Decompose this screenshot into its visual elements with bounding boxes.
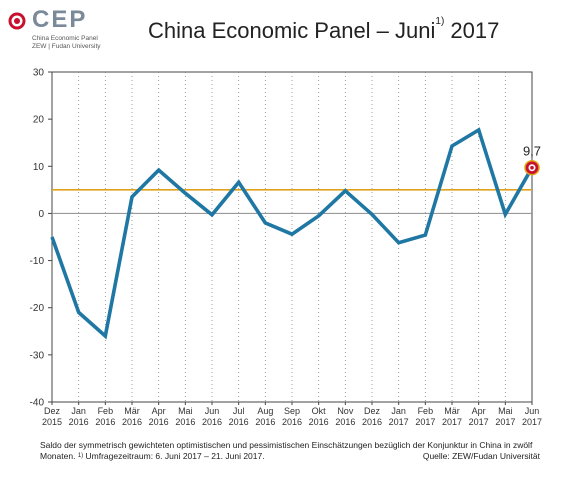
source-note: Quelle: ZEW/Fudan Universität bbox=[422, 451, 540, 461]
x-tick-label-month: Mai bbox=[178, 406, 193, 416]
logo-mark-icon bbox=[8, 12, 26, 30]
footnote-line2-suffix: Umfragezeitraum: 6. Juni 2017 – 21. Juni… bbox=[83, 451, 265, 461]
logo-line1: China Economic Panel bbox=[32, 35, 98, 42]
footnote-sup: 1) bbox=[77, 453, 84, 459]
chart-title-sup: 1) bbox=[435, 16, 445, 27]
x-tick-label-month: Okt bbox=[312, 406, 327, 416]
x-tick-label-month: Dez bbox=[44, 406, 61, 416]
x-tick-label-year: 2016 bbox=[95, 417, 115, 427]
x-tick-label-year: 2015 bbox=[42, 417, 62, 427]
footnote-line2-prefix: Monaten. bbox=[40, 451, 78, 461]
x-tick-label-month: Apr bbox=[152, 406, 166, 416]
last-point-marker-core bbox=[530, 165, 534, 170]
x-tick-label-year: 2016 bbox=[149, 417, 169, 427]
x-tick-label-year: 2016 bbox=[255, 417, 275, 427]
x-tick-label-year: 2016 bbox=[229, 417, 249, 427]
logo-name: CEP bbox=[32, 6, 88, 33]
y-tick-label: -40 bbox=[30, 398, 45, 409]
x-tick-label-year: 2016 bbox=[335, 417, 355, 427]
chart-title: China Economic Panel – Juni1) 2017 bbox=[148, 16, 500, 44]
x-tick-label-year: 2016 bbox=[175, 417, 195, 427]
x-tick-label-month: Mai bbox=[498, 406, 513, 416]
x-tick-label-year: 2016 bbox=[282, 417, 302, 427]
x-tick-label-year: 2017 bbox=[415, 417, 435, 427]
x-tick-label-month: Feb bbox=[418, 406, 434, 416]
x-tick-label-month: Apr bbox=[472, 406, 486, 416]
footnote-line1: Saldo der symmetrisch gewichteten optimi… bbox=[40, 440, 533, 450]
x-tick-label-month: Jun bbox=[205, 406, 220, 416]
x-tick-label-month: Feb bbox=[98, 406, 114, 416]
x-tick-label-month: Jun bbox=[525, 406, 540, 416]
x-tick-label-month: Jan bbox=[391, 406, 406, 416]
x-tick-label-year: 2017 bbox=[442, 417, 462, 427]
x-tick-label-year: 2016 bbox=[362, 417, 382, 427]
x-tick-label-month: Mär bbox=[444, 406, 460, 416]
y-tick-label: -30 bbox=[30, 350, 45, 361]
x-tick-label-year: 2017 bbox=[495, 417, 515, 427]
y-tick-label: 20 bbox=[33, 115, 45, 126]
x-tick-label-year: 2017 bbox=[522, 417, 542, 427]
y-tick-label: 10 bbox=[33, 162, 45, 173]
logo-subtitle: China Economic Panel ZEW | Fudan Univers… bbox=[32, 35, 101, 51]
x-tick-label-month: Dez bbox=[364, 406, 381, 416]
x-tick-label-month: Nov bbox=[337, 406, 354, 416]
x-tick-label-month: Jul bbox=[233, 406, 245, 416]
x-tick-label-month: Sep bbox=[284, 406, 300, 416]
x-tick-label-year: 2016 bbox=[69, 417, 89, 427]
chart-title-main: China Economic Panel – Juni bbox=[148, 18, 436, 43]
x-tick-label-year: 2016 bbox=[309, 417, 329, 427]
chart-title-year: 2017 bbox=[450, 18, 500, 43]
y-tick-label: 0 bbox=[38, 209, 44, 220]
logo: CEP China Economic Panel ZEW | Fudan Uni… bbox=[8, 6, 128, 54]
y-tick-label: -10 bbox=[30, 256, 45, 267]
y-tick-label: 30 bbox=[33, 68, 45, 79]
x-tick-label-year: 2016 bbox=[202, 417, 222, 427]
x-tick-label-month: Mär bbox=[124, 406, 140, 416]
x-tick-label-month: Aug bbox=[257, 406, 273, 416]
last-value-label: 9,7 bbox=[523, 144, 541, 159]
logo-line2: ZEW | Fudan University bbox=[32, 43, 101, 50]
line-chart: 3020100-10-20-30-40Dez2015Jan2016Feb2016… bbox=[30, 68, 542, 428]
x-tick-label-year: 2017 bbox=[389, 417, 409, 427]
x-tick-label-year: 2017 bbox=[469, 417, 489, 427]
x-tick-label-month: Jan bbox=[71, 406, 86, 416]
y-tick-label: -20 bbox=[30, 303, 45, 314]
x-tick-label-year: 2016 bbox=[122, 417, 142, 427]
footnote: Saldo der symmetrisch gewichteten optimi… bbox=[40, 440, 550, 462]
